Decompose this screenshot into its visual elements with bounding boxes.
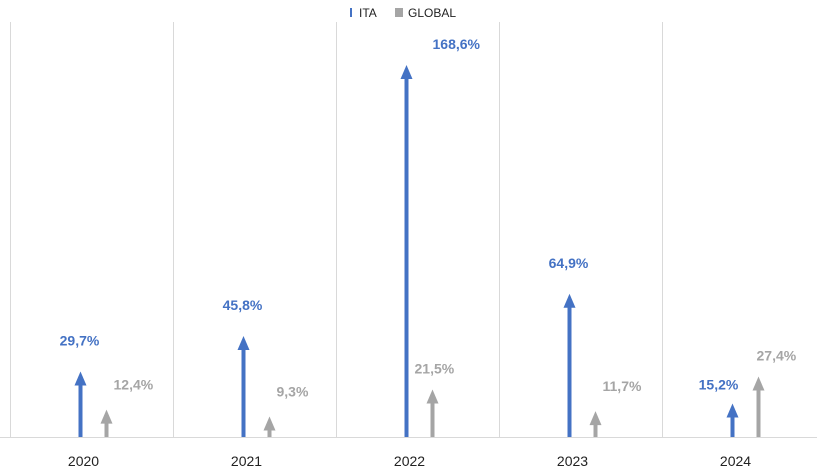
x-tick-label: 2024 — [720, 453, 751, 469]
x-tick-label: 2023 — [557, 453, 588, 469]
global-arrow-head — [426, 389, 439, 404]
global-data-label: 11,7% — [603, 378, 642, 394]
global-arrow-head — [589, 411, 602, 426]
ita-arrow-head — [563, 293, 576, 308]
global-arrow-head — [100, 409, 113, 424]
ita-data-label: 45,8% — [223, 297, 263, 313]
ita-arrow-head — [726, 403, 739, 418]
x-tick-label: 2020 — [68, 453, 99, 469]
legend-label-ita: ITA — [359, 6, 377, 20]
global-arrow-shaft — [430, 402, 435, 437]
global-arrow-shaft — [267, 429, 272, 437]
legend-swatch-ita — [350, 8, 352, 17]
global-data-label: 12,4% — [114, 377, 154, 393]
ita-arrow-shaft — [567, 306, 572, 437]
legend-swatch-global — [395, 8, 403, 17]
ita-arrow-shaft — [730, 416, 735, 437]
ita-data-label: 29,7% — [60, 332, 100, 348]
ita-data-label: 168,6% — [433, 36, 481, 52]
ita-arrow-shaft — [241, 348, 246, 437]
global-data-label: 9,3% — [277, 383, 309, 399]
global-arrow-head — [752, 376, 765, 391]
ita-data-label: 64,9% — [549, 255, 589, 271]
global-data-label: 21,5% — [415, 361, 455, 377]
global-arrow-shaft — [756, 389, 761, 437]
x-tick-label: 2022 — [394, 453, 425, 469]
ita-data-label: 15,2% — [699, 376, 739, 392]
ita-arrow-head — [74, 371, 87, 386]
ita-arrow-shaft — [78, 384, 83, 437]
global-arrow-head — [263, 416, 276, 431]
global-data-label: 27,4% — [757, 348, 797, 364]
global-arrow-shaft — [593, 424, 598, 437]
legend-label-global: GLOBAL — [408, 6, 456, 20]
x-tick-label: 2021 — [231, 453, 262, 469]
ita-arrow-head — [400, 65, 413, 79]
ita-arrow-head — [237, 335, 250, 350]
ita-arrow-shaft — [404, 78, 409, 437]
global-arrow-shaft — [104, 422, 109, 437]
